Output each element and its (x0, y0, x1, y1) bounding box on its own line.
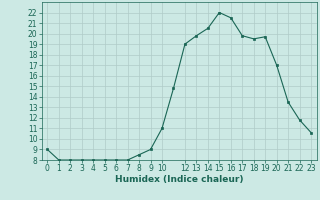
X-axis label: Humidex (Indice chaleur): Humidex (Indice chaleur) (115, 175, 244, 184)
